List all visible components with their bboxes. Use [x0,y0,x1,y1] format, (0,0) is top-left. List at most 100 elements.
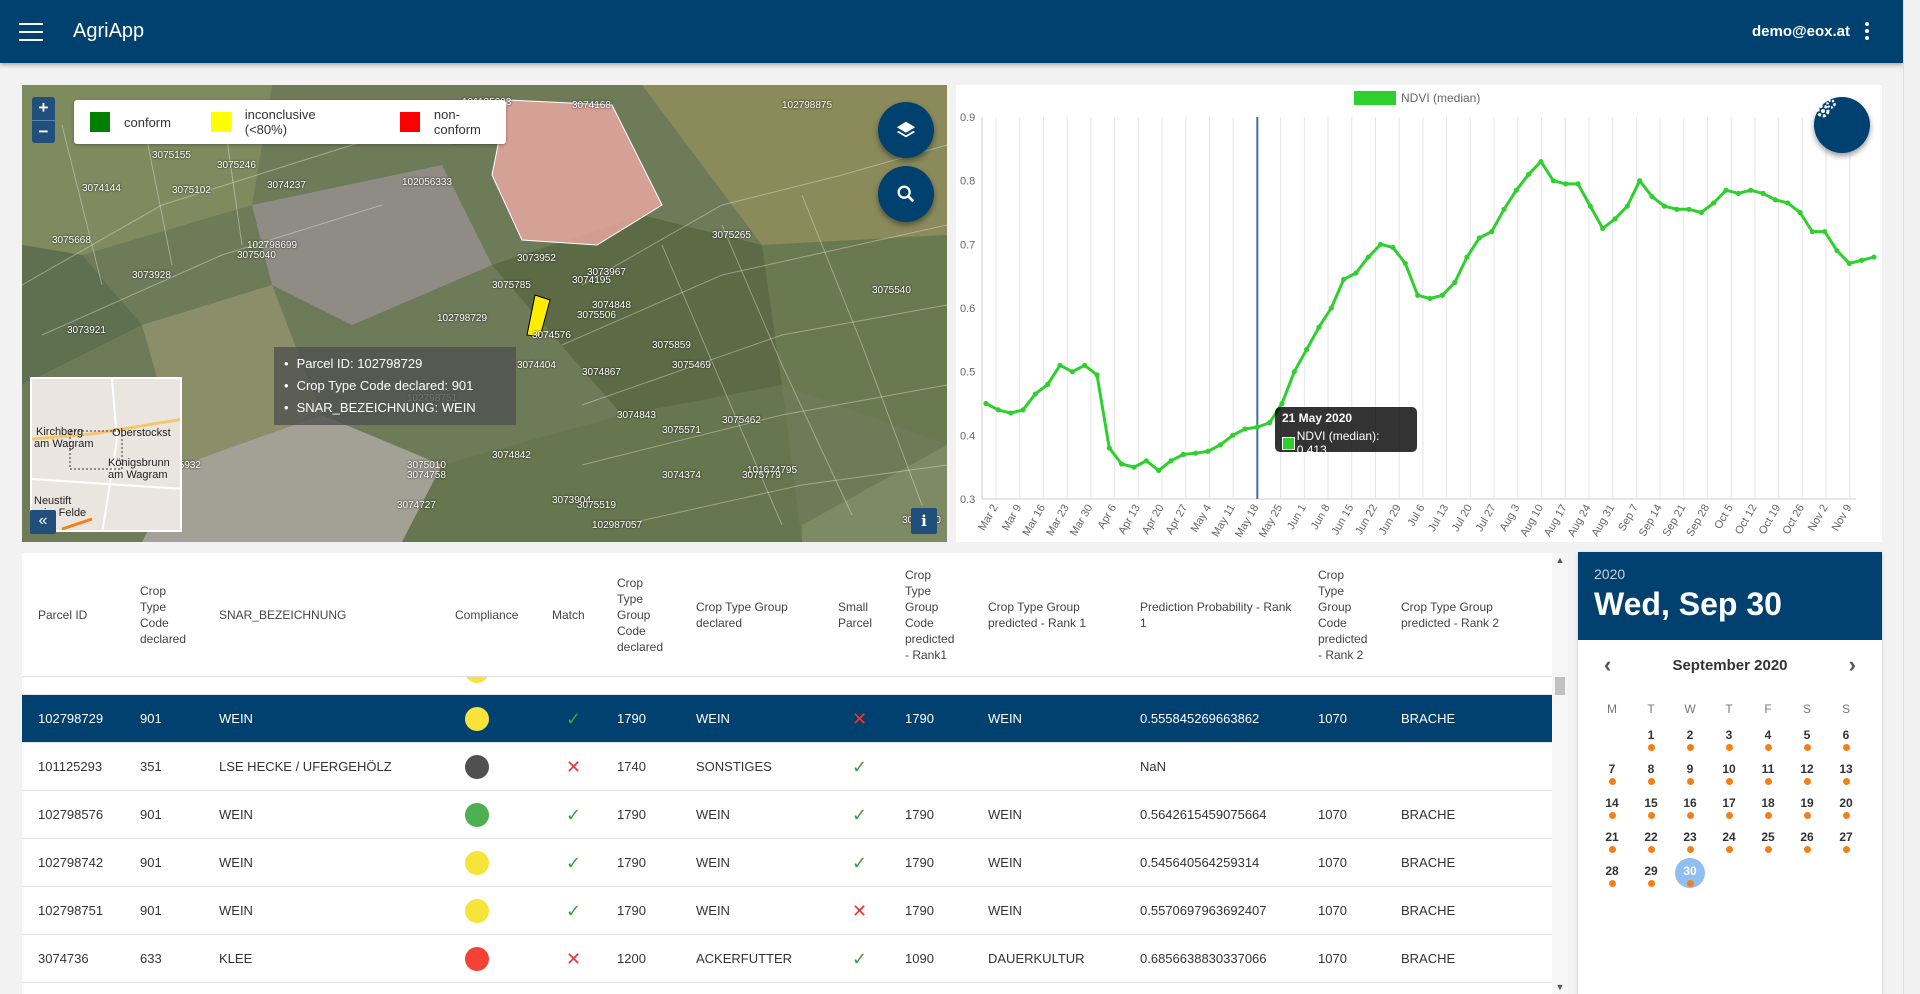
ndvi-point [1143,458,1149,464]
calendar-day[interactable]: 16 [1675,790,1705,820]
calendar-day[interactable]: 15 [1636,790,1666,820]
calendar-day[interactable]: 14 [1597,790,1627,820]
calendar-day[interactable]: 1 [1636,722,1666,752]
ndvi-point [1316,324,1322,330]
table-cell: BRACHE [1401,951,1456,966]
table-row[interactable]: 101125293 351 LSE HECKE / UFERGEHÖLZ ✕ 1740 S… [22,743,1552,791]
table-cell: WEIN [988,807,1022,822]
ndvi-point [1526,171,1532,177]
calendar-day[interactable]: 23 [1675,824,1705,854]
overview-map[interactable]: Kirchberg am Wagram Oberstockst Königsbr… [30,377,182,532]
chart-legend[interactable]: NDVI (median) [1354,91,1480,105]
chart-settings-button[interactable] [1814,97,1870,153]
calendar-day[interactable]: 10 [1714,756,1744,786]
table-cell: 1740 [617,759,646,774]
calendar-day[interactable]: 24 [1714,824,1744,854]
ndvi-point [1427,295,1433,302]
calendar-day[interactable]: 27 [1831,824,1861,854]
page-scrollbar[interactable] [1903,0,1920,994]
check-icon: ✓ [852,949,868,969]
calendar-day[interactable]: 25 [1753,824,1783,854]
prev-month-icon[interactable]: ‹ [1604,652,1612,677]
parcel-label: 3074848 [592,300,631,311]
calendar-day[interactable]: 18 [1753,790,1783,820]
calendar-day[interactable]: 11 [1753,756,1783,786]
calendar-day[interactable]: 2 [1675,722,1705,752]
table-row[interactable]: 102798728 901 WEIN ✓ 1790 WEIN ✕ 1790 WEIN 0.5557… [22,677,1552,695]
calendar-day[interactable]: 5 [1792,722,1822,752]
next-month-icon[interactable]: › [1848,652,1856,677]
menu-icon[interactable] [19,22,43,41]
scroll-down-icon[interactable]: ▼ [1555,982,1565,992]
column-header[interactable]: Crop Type Group predicted - Rank 1 [988,600,1087,630]
collapse-overview-button[interactable]: « [30,510,56,534]
calendar-day[interactable]: 28 [1597,858,1627,888]
ndvi-point [1328,305,1334,311]
calendar-day[interactable]: 22 [1636,824,1666,854]
column-header[interactable]: Crop Type Group Code predicted - Rank 2 [1318,568,1368,662]
table-row[interactable]: 102798751 901 WEIN ✓ 1790 WEIN ✕ 1790 WEIN 0.5570… [22,887,1552,935]
table-body[interactable]: 102798728 901 WEIN ✓ 1790 WEIN ✕ 1790 WEIN 0.5557… [22,677,1552,994]
calendar-day[interactable]: 9 [1675,756,1705,786]
x-tick-label: Jul 6 [1406,503,1428,529]
date-picker-selected: Wed, Sep 30 [1594,586,1782,622]
parcel-label: 3075010 [407,460,446,471]
user-email[interactable]: demo@eox.at [1752,23,1850,40]
calendar-day[interactable]: 4 [1753,722,1783,752]
column-header[interactable]: Crop Type Group declared [696,600,788,630]
more-vert-icon[interactable] [1865,22,1869,40]
column-header[interactable]: Match [552,608,585,622]
calendar-day[interactable]: 30 [1675,858,1705,888]
event-dot [1804,812,1811,819]
calendar-day[interactable]: 12 [1792,756,1822,786]
table-row[interactable]: 102798729 901 WEIN ✓ 1790 WEIN ✕ 1790 WEIN 0.5558… [22,695,1552,743]
column-header[interactable]: SNAR_BEZEICHNUNG [219,608,347,622]
scroll-up-icon[interactable]: ▲ [1555,555,1565,565]
compliance-indicator [465,947,489,971]
calendar-day[interactable]: 8 [1636,756,1666,786]
search-button[interactable] [878,166,934,222]
column-header[interactable]: Compliance [455,608,519,622]
column-header[interactable]: Crop Type Group Code declared [617,576,664,654]
zoom-out-button[interactable]: − [32,120,55,143]
column-header[interactable]: Prediction Probability - Rank 1 [1140,600,1292,630]
tooltip-crop-code: Crop Type Code declared: 901 [284,375,506,397]
info-button[interactable]: i [911,508,937,534]
map-view[interactable]: 1020563321020563331011252931027987293074… [22,85,947,542]
column-header[interactable]: Small Parcel [838,600,873,630]
table-row[interactable]: 102798742 901 WEIN ✓ 1790 WEIN ✓ 1790 WEIN 0.5456… [22,839,1552,887]
table-scrollbar[interactable]: ▲ ▼ [1552,553,1568,994]
table-cell: BRACHE [1401,807,1456,822]
date-picker-year[interactable]: 2020 [1594,566,1626,582]
event-dot [1609,846,1616,853]
table-cell: WEIN [219,677,253,695]
month-label[interactable]: September 2020 [1672,656,1788,674]
table-row[interactable]: 102798576 901 WEIN ✓ 1790 WEIN ✓ 1790 WEIN 0.5642… [22,791,1552,839]
calendar-day[interactable]: 7 [1597,756,1627,786]
column-header[interactable]: Crop Type Group Code predicted - Rank1 [905,568,955,662]
calendar-day[interactable]: 21 [1597,824,1627,854]
zoom-in-button[interactable]: + [38,98,49,117]
calendar-day[interactable]: 19 [1792,790,1822,820]
ndvi-point [1772,197,1778,203]
ndvi-point [1846,260,1852,267]
calendar-day[interactable]: 20 [1831,790,1861,820]
y-tick-label: 0.4 [960,430,975,442]
calendar-day[interactable]: 3 [1714,722,1744,752]
calendar-day[interactable]: 13 [1831,756,1861,786]
calendar-day[interactable]: 6 [1831,722,1861,752]
compliance-indicator [465,899,489,923]
x-tick-label: Sep 7 [1616,503,1641,534]
scroll-thumb[interactable] [1555,677,1565,695]
column-header[interactable]: Parcel ID [38,608,88,622]
event-dot [1726,778,1733,785]
calendar-day[interactable]: 26 [1792,824,1822,854]
ndvi-point [1106,445,1112,451]
table-row[interactable]: 3074736 633 KLEE ✕ 1200 ACKERFUTTER ✓ 1090 DAUER… [22,935,1552,983]
column-header[interactable]: Crop Type Group predicted - Rank 2 [1401,600,1500,630]
table-cell: 0.555845269663862 [1140,711,1260,726]
column-header[interactable]: Crop Type Code declared [140,584,187,646]
layers-button[interactable] [878,102,934,158]
calendar-day[interactable]: 17 [1714,790,1744,820]
calendar-day[interactable]: 29 [1636,858,1666,888]
